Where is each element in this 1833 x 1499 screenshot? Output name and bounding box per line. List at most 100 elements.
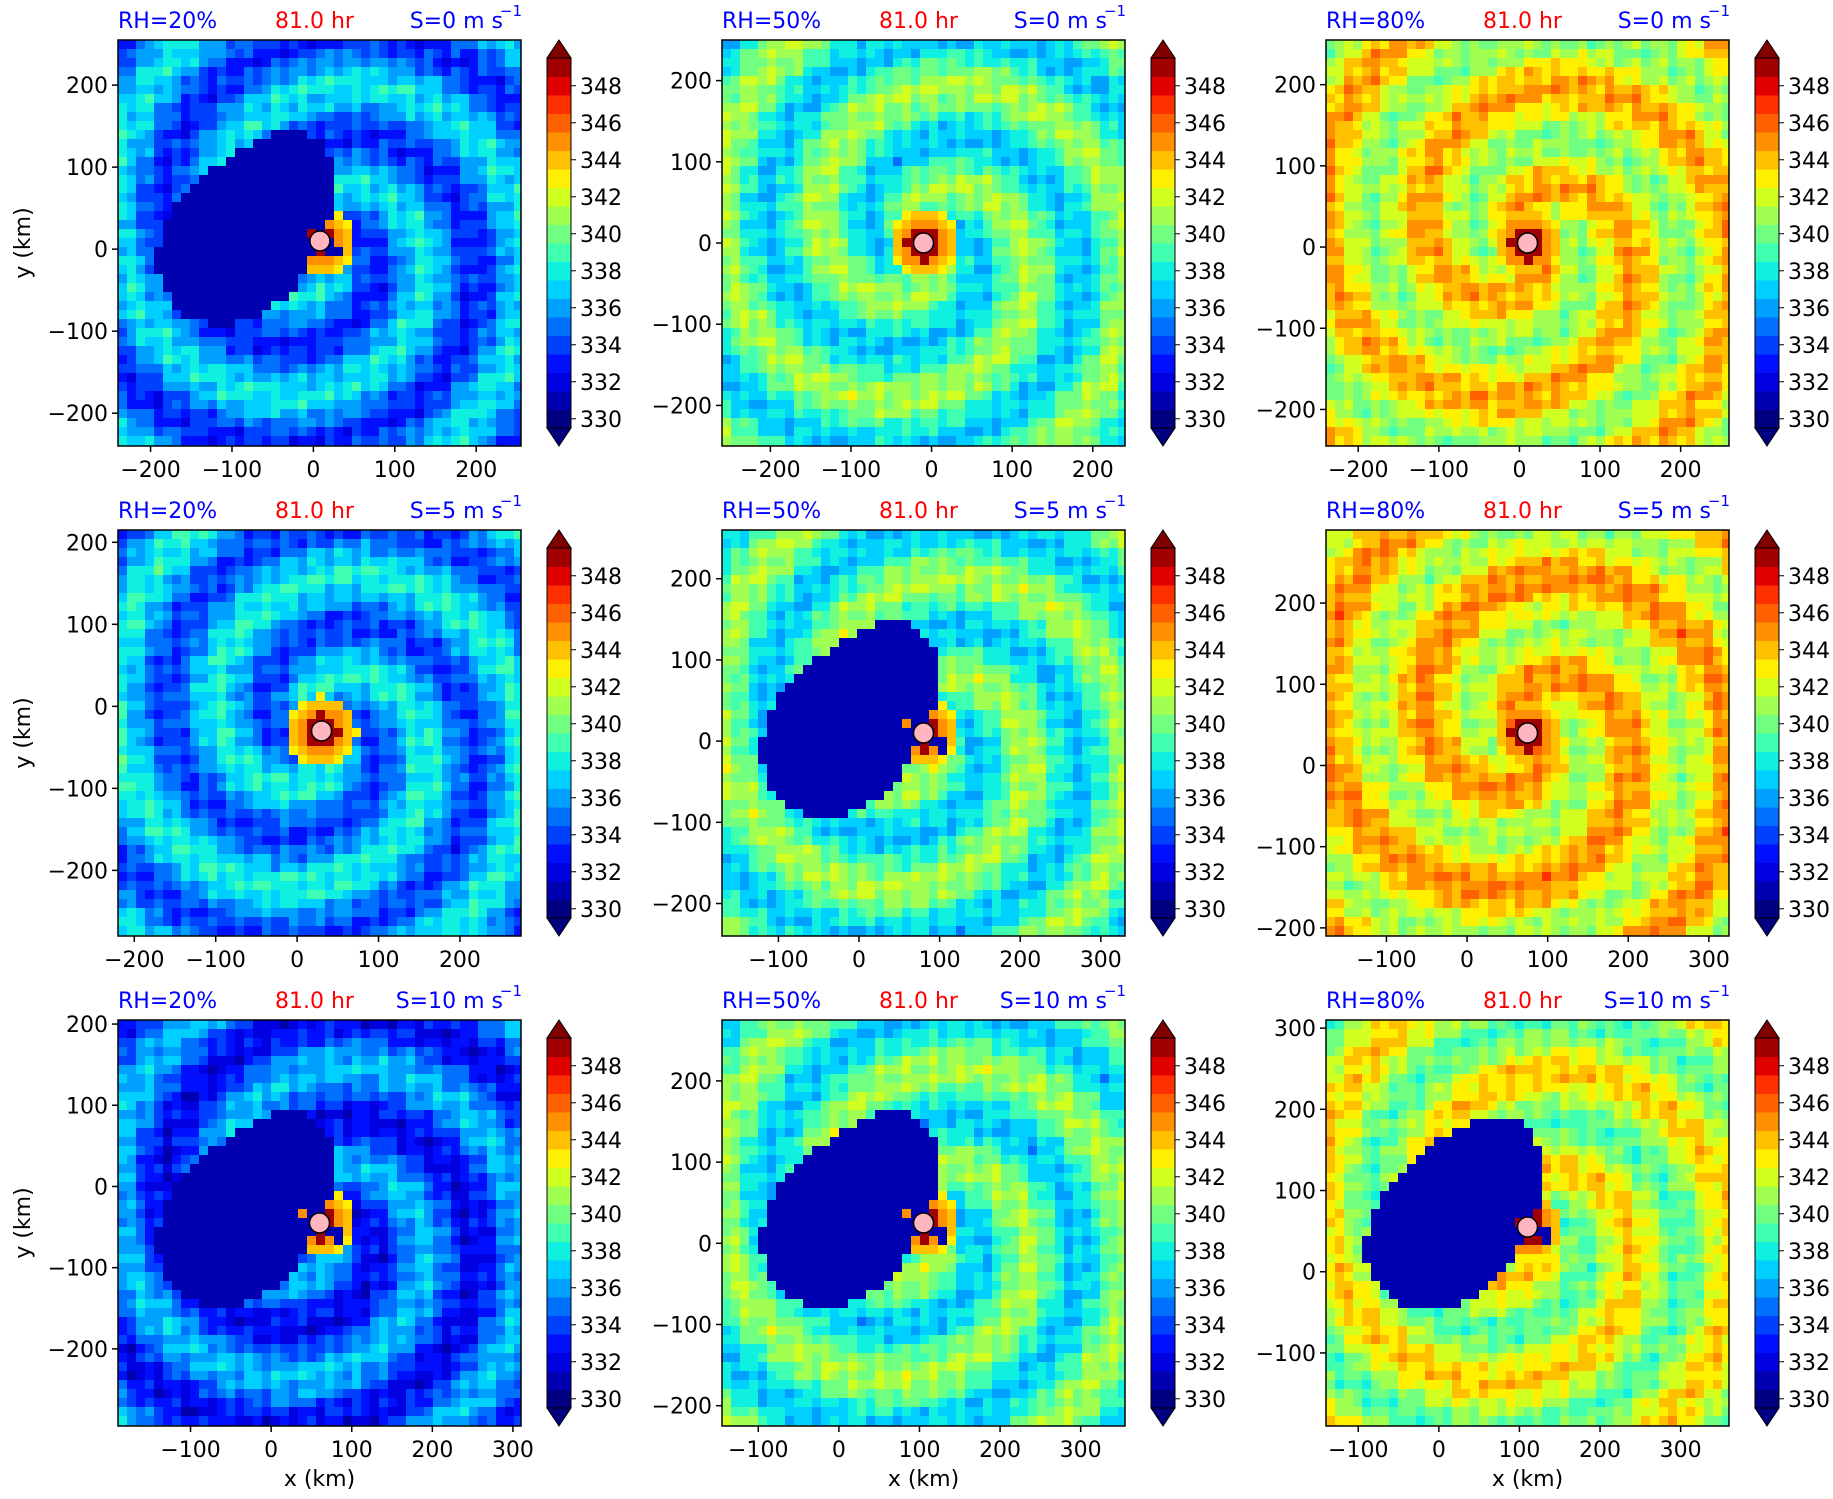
field-cell xyxy=(370,58,380,68)
field-cell xyxy=(1109,184,1119,194)
field-cell xyxy=(866,247,876,257)
field-cell xyxy=(857,292,867,302)
field-cell xyxy=(244,436,254,446)
field-cell xyxy=(938,121,948,131)
field-cell xyxy=(514,319,521,329)
field-cell xyxy=(1695,130,1705,140)
field-cell xyxy=(379,337,389,347)
field-cell xyxy=(1452,49,1462,59)
field-cell xyxy=(379,157,389,167)
field-cell xyxy=(938,58,948,68)
field-cell xyxy=(1073,229,1083,239)
field-cell xyxy=(722,67,732,77)
field-cell xyxy=(911,112,921,122)
field-cell xyxy=(1091,148,1101,158)
field-cell xyxy=(469,238,479,248)
field-cell xyxy=(929,148,939,158)
field-cell xyxy=(1515,94,1525,104)
field-cell xyxy=(190,49,200,59)
field-cell xyxy=(478,319,488,329)
field-cell xyxy=(316,112,326,122)
colorbar-segment xyxy=(1151,335,1175,355)
field-cell xyxy=(316,382,326,392)
field-cell xyxy=(496,157,506,167)
field-cell xyxy=(920,373,930,383)
field-cell xyxy=(1028,382,1038,392)
field-cell xyxy=(406,40,416,50)
field-cell xyxy=(758,382,768,392)
field-cell xyxy=(965,310,975,320)
field-cell xyxy=(938,247,948,257)
field-cell xyxy=(217,265,227,275)
field-cell xyxy=(451,139,461,149)
field-cell xyxy=(1118,337,1125,347)
field-cell xyxy=(433,364,443,374)
field-cell xyxy=(1118,292,1125,302)
field-cell xyxy=(289,202,299,212)
field-cell xyxy=(415,220,425,230)
field-cell xyxy=(848,40,858,50)
field-cell xyxy=(469,427,479,437)
field-cell xyxy=(154,67,164,77)
field-cell xyxy=(226,328,236,338)
field-cell xyxy=(884,427,894,437)
field-cell xyxy=(1019,238,1029,248)
field-cell xyxy=(370,337,380,347)
field-cell xyxy=(325,400,335,410)
field-cell xyxy=(1713,76,1723,86)
field-cell xyxy=(325,373,335,383)
field-cell xyxy=(1650,157,1660,167)
field-cell xyxy=(1551,130,1561,140)
field-cell xyxy=(749,409,759,419)
field-cell xyxy=(1569,49,1579,59)
field-cell xyxy=(343,391,353,401)
field-cell xyxy=(983,40,993,50)
field-cell xyxy=(1010,274,1020,284)
field-cell xyxy=(172,355,182,365)
field-cell xyxy=(983,175,993,185)
colorbar-extend-max xyxy=(1150,39,1176,59)
field-cell xyxy=(1479,67,1489,77)
field-cell xyxy=(974,139,984,149)
field-cell xyxy=(460,373,470,383)
field-cell xyxy=(496,391,506,401)
field-cell xyxy=(1515,121,1525,131)
field-cell xyxy=(163,202,173,212)
field-cell xyxy=(370,139,380,149)
field-cell xyxy=(830,355,840,365)
field-cell xyxy=(911,121,921,131)
field-cell xyxy=(992,256,1002,266)
field-cell xyxy=(1082,283,1092,293)
field-cell xyxy=(397,49,407,59)
field-cell xyxy=(1677,112,1687,122)
field-cell xyxy=(406,319,416,329)
field-cell xyxy=(1533,139,1543,149)
field-cell xyxy=(460,382,470,392)
field-cell xyxy=(271,319,281,329)
field-cell xyxy=(334,247,344,257)
field-cell xyxy=(298,193,308,203)
field-cell xyxy=(983,184,993,194)
field-cell xyxy=(406,112,416,122)
field-cell xyxy=(1055,310,1065,320)
field-cell xyxy=(154,274,164,284)
field-cell xyxy=(1704,130,1714,140)
field-cell xyxy=(920,364,930,374)
field-cell xyxy=(1109,427,1119,437)
field-cell xyxy=(307,337,317,347)
field-cell xyxy=(460,301,470,311)
field-cell xyxy=(911,265,921,275)
field-cell xyxy=(1362,58,1372,68)
field-cell xyxy=(289,328,299,338)
field-cell xyxy=(1479,112,1489,122)
field-cell xyxy=(929,346,939,356)
field-cell xyxy=(992,211,1002,221)
field-cell xyxy=(1001,436,1011,446)
field-cell xyxy=(1046,202,1056,212)
field-cell xyxy=(289,418,299,428)
field-cell xyxy=(1425,175,1435,185)
field-cell xyxy=(496,220,506,230)
field-cell xyxy=(740,247,750,257)
field-cell xyxy=(433,391,443,401)
field-cell xyxy=(208,229,218,239)
